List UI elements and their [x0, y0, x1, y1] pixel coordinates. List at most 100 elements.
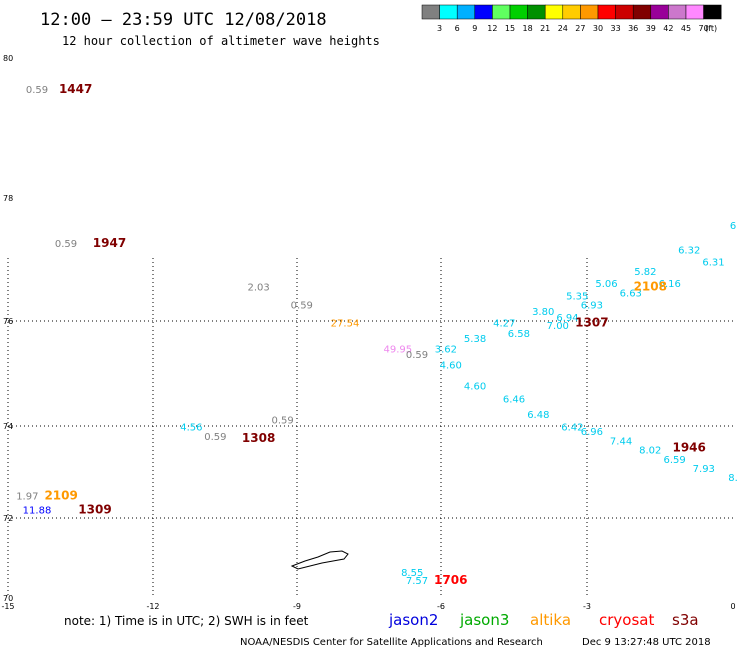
scale-label: 36: [628, 24, 638, 33]
satellite-altika: altika: [530, 611, 571, 629]
wave-height-value: 0.59: [291, 301, 313, 312]
wave-height-value: 6.31: [702, 258, 724, 269]
scale-label: 18: [523, 24, 533, 33]
satellite-s3a: s3a: [672, 611, 699, 629]
chart-title: 12:00 — 23:59 UTC 12/08/2018: [40, 10, 327, 30]
wave-height-value: 6.58: [508, 329, 530, 340]
y-tick-label: 78: [3, 194, 13, 203]
scale-swatch: [527, 4, 546, 20]
pass-time-label: 1706: [434, 573, 467, 587]
wave-height-value: 6.32: [678, 245, 700, 256]
wave-height-value: 0.59: [204, 432, 226, 443]
pass-time-label: 1307: [575, 315, 608, 329]
footer-credit: NOAA/NESDIS Center for Satellite Applica…: [240, 637, 543, 648]
scale-swatch: [562, 4, 581, 20]
x-tick-label: 0: [730, 602, 735, 611]
pass-time-label: 1309: [78, 502, 111, 516]
wave-height-value: 4.60: [440, 360, 462, 371]
scale-swatch: [597, 4, 616, 20]
scale-swatch: [632, 4, 652, 20]
scale-unit: (ft): [705, 24, 717, 33]
wave-height-value: 7.00: [547, 321, 569, 332]
wave-height-value: 2.03: [247, 282, 269, 293]
wave-height-value: 0.59: [271, 415, 293, 426]
pass-time-label: 1947: [93, 236, 126, 250]
pass-time-label: 1946: [672, 440, 705, 454]
wave-height-value: 8.55: [401, 568, 423, 579]
footer-timestamp: Dec 9 13:27:48 UTC 2018: [582, 637, 711, 648]
map-grid: [7, 258, 733, 598]
chart-subtitle: 12 hour collection of altimeter wave hei…: [62, 34, 380, 48]
satellite-legend: jason2 jason3 altika cryosat s3a: [388, 611, 699, 629]
wave-height-value: 4.27: [493, 318, 515, 329]
pass-time-label: 1447: [59, 82, 92, 96]
wave-height-value: 3.62: [435, 345, 457, 356]
scale-label: 70: [699, 24, 709, 33]
wave-height-value: 11.88: [23, 505, 52, 516]
scale-swatch: [421, 4, 440, 20]
wave-height-value: 1.97: [16, 492, 38, 503]
scale-label: 30: [593, 24, 603, 33]
wave-height-value: 4.60: [464, 381, 486, 392]
y-tick-label: 74: [3, 422, 13, 431]
wave-height-value: 0.59: [406, 350, 428, 361]
scale-swatch: [650, 4, 669, 20]
wave-height-value: 7.93: [693, 464, 715, 475]
satellite-jason3: jason3: [459, 611, 509, 629]
wave-height-value: 27.54: [331, 318, 360, 329]
scale-label: 21: [540, 24, 550, 33]
wave-height-value: 7.57: [406, 576, 428, 587]
x-tick-label: -15: [1, 602, 14, 611]
scale-label: 27: [575, 24, 585, 33]
scale-label: 6: [455, 24, 460, 33]
pass-time-label: 2109: [44, 489, 77, 503]
scale-label: 42: [663, 24, 673, 33]
wave-height-value: 8.: [728, 473, 738, 484]
wave-height-value: 3.80: [532, 307, 554, 318]
scale-swatch: [456, 4, 476, 20]
pass-time-label: 1308: [242, 431, 275, 445]
scale-label: 39: [646, 24, 656, 33]
wave-height-value: 8.02: [639, 446, 661, 457]
y-tick-label: 80: [3, 54, 13, 63]
wave-height-value: 5.06: [595, 279, 617, 290]
scale-swatch: [492, 4, 511, 20]
wave-height-value: 6.16: [659, 279, 681, 290]
wave-height-value: 6.59: [663, 455, 685, 466]
wave-height-value: 7.44: [610, 436, 632, 447]
scale-swatch: [580, 4, 599, 20]
wave-height-value: 6.96: [581, 427, 603, 438]
pass-time-label: 2108: [634, 279, 667, 293]
scale-swatch: [439, 4, 458, 20]
x-tick-label: -6: [437, 602, 445, 611]
scale-swatch: [703, 4, 722, 20]
footer-note: note: 1) Time is in UTC; 2) SWH is in fe…: [64, 614, 309, 628]
wave-height-value: 5.35: [566, 291, 588, 302]
satellite-cryosat: cryosat: [599, 611, 654, 629]
y-axis-ticks: 70 72 74 76 78 80: [3, 54, 13, 603]
scale-label: 15: [505, 24, 515, 33]
scale-swatch: [474, 4, 493, 20]
scale-label: 24: [558, 24, 568, 33]
y-tick-label: 70: [3, 594, 13, 603]
island-coastline: [290, 550, 349, 570]
wave-height-value: 6.63: [620, 288, 642, 299]
scale-swatch: [668, 4, 687, 20]
y-tick-label: 72: [3, 514, 13, 523]
scale-swatch: [615, 4, 634, 20]
scale-label: 33: [611, 24, 621, 33]
wave-height-value: 6.94: [556, 313, 578, 324]
wave-height-value: 6.42: [561, 423, 583, 434]
scale-label: 12: [487, 24, 497, 33]
scale-label: 45: [681, 24, 691, 33]
y-tick-label: 76: [3, 317, 13, 326]
scale-swatch: [685, 4, 704, 20]
wave-height-value: 6: [730, 221, 736, 232]
x-tick-label: -12: [146, 602, 159, 611]
x-axis-ticks: -15 -12 -9 -6 -3 0: [1, 602, 735, 611]
scale-swatch: [544, 4, 564, 20]
color-scale-legend: 3 6 9 12 15 18 21 24 27 30 33 36 39 42 45 70(ft): [421, 4, 722, 33]
